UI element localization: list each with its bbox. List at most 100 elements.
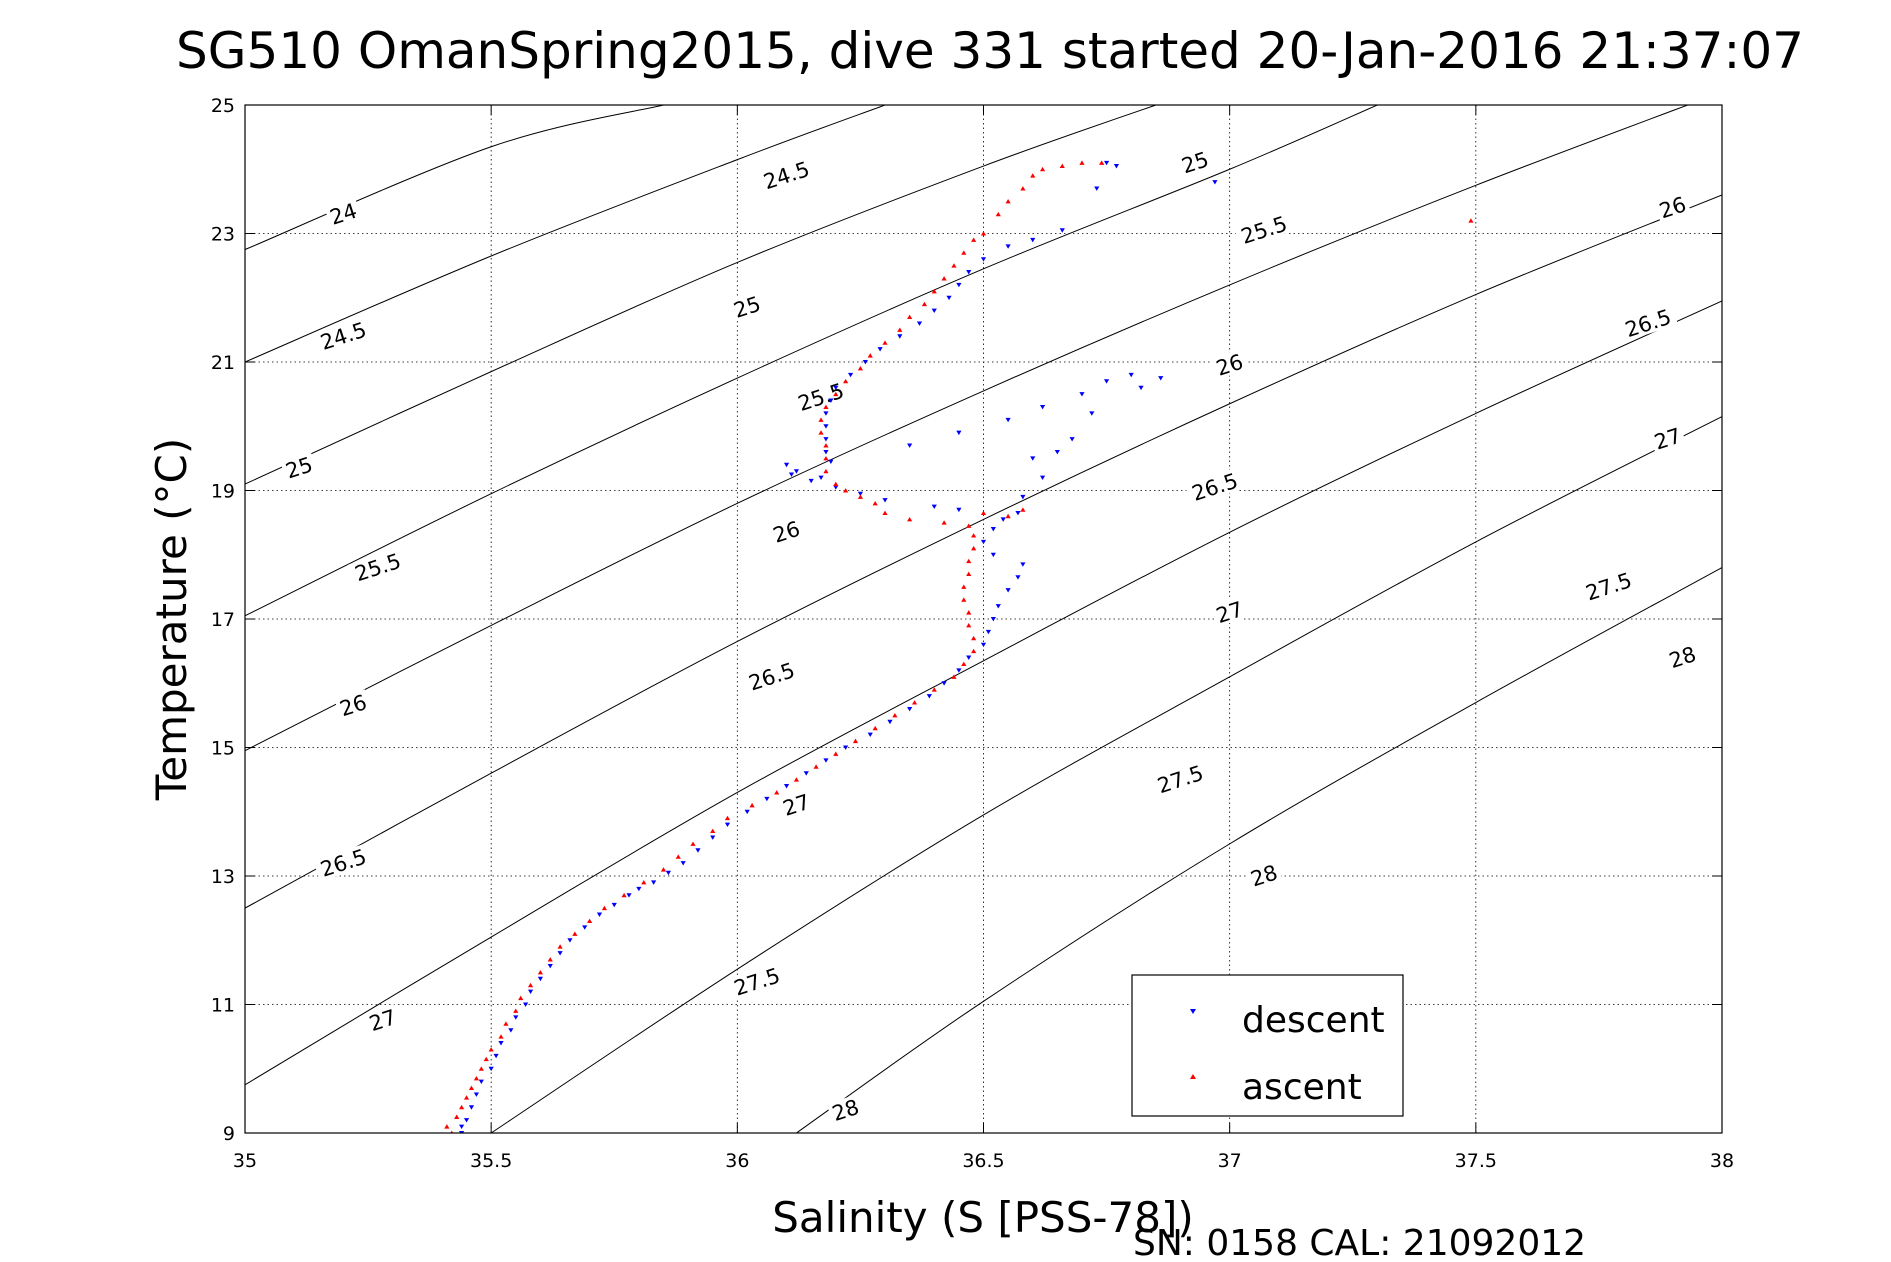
descent-point xyxy=(508,1028,514,1033)
y-tick-label: 15 xyxy=(211,738,235,760)
ascent-point xyxy=(503,1021,509,1026)
ascent-point xyxy=(966,610,972,615)
descent-point xyxy=(956,430,962,436)
descent-point xyxy=(523,1002,529,1007)
x-tick-label: 36 xyxy=(725,1150,749,1172)
ascent-point xyxy=(966,571,972,577)
ascent-point xyxy=(813,764,819,769)
ascent-point xyxy=(961,597,967,602)
descent-point xyxy=(1069,437,1075,442)
y-tick-label: 11 xyxy=(211,995,235,1017)
ascent-point xyxy=(823,404,829,409)
descent-point xyxy=(1054,449,1060,455)
ascent-point xyxy=(601,905,608,911)
ascent-point xyxy=(459,1104,465,1110)
descent-point xyxy=(513,1015,519,1020)
contour-label-knockout xyxy=(826,1094,864,1125)
x-axis-label: Salinity (S [PSS-78]) xyxy=(772,1193,1194,1242)
serial-calibration-note: SN: 0158 CAL: 21092012 xyxy=(1133,1223,1586,1262)
x-tick-label: 37 xyxy=(1218,1150,1242,1172)
descent-point xyxy=(946,295,952,301)
descent-point xyxy=(956,282,962,288)
ascent-point xyxy=(1039,166,1046,172)
descent-point xyxy=(990,527,996,532)
descent-point xyxy=(916,321,923,326)
ascent-point xyxy=(971,533,977,538)
descent-point xyxy=(1000,517,1006,522)
descent-point xyxy=(537,976,543,982)
ascent-point xyxy=(961,661,967,666)
contour-label-knockout xyxy=(726,961,787,1001)
descent-point xyxy=(557,951,563,956)
descent-point xyxy=(1138,385,1144,391)
ascent-point xyxy=(1030,173,1036,178)
ascent-point xyxy=(710,828,716,834)
descent-point xyxy=(468,1105,475,1110)
descent-point xyxy=(788,472,795,477)
descent-point xyxy=(1089,411,1095,416)
descent-point xyxy=(1030,237,1036,243)
ascent-point xyxy=(951,674,957,679)
descent-point xyxy=(1005,417,1011,423)
ascent-point xyxy=(857,366,864,371)
y-axis-ticks: 9 11 13 15 17 19 21 23 25 xyxy=(211,95,1722,1145)
contour-label-group: 27.5 xyxy=(1150,759,1211,798)
descent-point xyxy=(857,491,864,497)
contour-line-25.5 xyxy=(245,105,1378,617)
x-tick-label: 37.5 xyxy=(1455,1150,1497,1172)
ascent-point xyxy=(498,1034,504,1039)
descent-point xyxy=(783,462,790,468)
descent-point xyxy=(1103,160,1110,166)
ascent-point xyxy=(843,488,849,493)
ascent-point xyxy=(882,340,888,345)
legend-ascent-label: ascent xyxy=(1242,1067,1362,1108)
contour-label-knockout xyxy=(1184,467,1245,506)
descent-point xyxy=(823,449,829,455)
descent-point xyxy=(493,1053,499,1059)
ascent-point xyxy=(907,314,913,320)
y-tick-label: 25 xyxy=(211,95,235,117)
ascent-point xyxy=(572,931,578,936)
ascent-point xyxy=(488,1047,494,1052)
descent-point xyxy=(877,347,883,352)
ascent-point xyxy=(892,712,898,718)
ascent-point xyxy=(690,841,696,846)
contour-line-24 xyxy=(245,105,664,251)
contour-label-knockout xyxy=(1653,191,1692,223)
contour-line-27 xyxy=(245,300,1722,1086)
contour-line-24.5 xyxy=(245,105,886,363)
descent-point xyxy=(478,1079,484,1084)
descent-point xyxy=(1015,575,1021,580)
contour-label-knockout xyxy=(756,155,817,194)
data-points xyxy=(444,160,1474,1133)
y-tick-label: 9 xyxy=(223,1123,235,1145)
descent-point xyxy=(636,886,642,892)
descent-point xyxy=(985,629,992,635)
descent-point xyxy=(833,385,839,391)
contour-label-knockout xyxy=(1245,859,1283,891)
descent-point xyxy=(931,504,937,509)
descent-point xyxy=(744,809,750,815)
descent-point xyxy=(966,655,972,660)
ascent-point xyxy=(833,751,839,756)
descent-point xyxy=(764,796,770,802)
ascent-point xyxy=(951,263,957,268)
contour-label-knockout xyxy=(1663,641,1701,673)
y-tick-label: 21 xyxy=(211,352,235,374)
ascent-point xyxy=(833,391,839,397)
descent-point xyxy=(1094,186,1100,191)
ascent-point xyxy=(444,1124,450,1129)
ascent-point xyxy=(1020,186,1026,191)
legend-box xyxy=(1131,974,1404,1117)
legend-descent-marker xyxy=(1190,1009,1196,1014)
ascent-point xyxy=(931,288,937,294)
contour-label-group: 27.5 xyxy=(1578,566,1639,606)
ascent-point xyxy=(483,1056,489,1062)
descent-point xyxy=(724,822,731,827)
ascent-point xyxy=(872,500,878,506)
descent-point xyxy=(823,411,829,416)
contour-label-knockout xyxy=(728,291,766,322)
descent-point xyxy=(926,694,932,699)
descent-point xyxy=(1158,376,1164,381)
ascent-point xyxy=(966,558,972,564)
